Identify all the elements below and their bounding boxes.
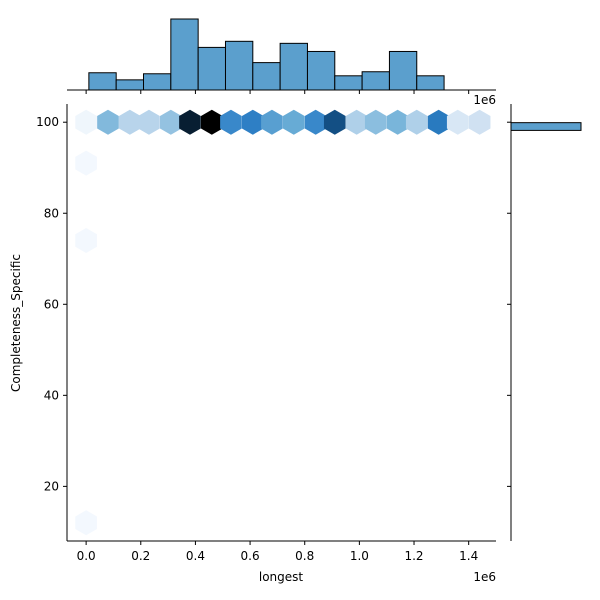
x-hist-bar-3 (170, 18, 199, 91)
x-hist-bar-8 (306, 50, 336, 91)
y-tick-label-4: 100 (36, 115, 59, 129)
y-axis-label: Completeness_Specific (9, 254, 23, 392)
main-axes (66, 89, 512, 542)
hex-cell-17 (427, 109, 450, 135)
hex-cell-16 (405, 109, 428, 135)
hex-cell-0 (75, 109, 97, 135)
x-tick-label-0: 0.0 (77, 549, 96, 563)
hex-cell-12 (323, 109, 346, 135)
x-hist-bar-9 (334, 75, 363, 91)
hex-cell-22 (75, 510, 97, 536)
hex-cell-18 (446, 109, 469, 135)
x-tick-label-5: 1.0 (350, 549, 369, 563)
x-hist-bar-12 (416, 75, 445, 91)
x-tick-label-4: 0.8 (295, 549, 314, 563)
x-tick-label-6: 1.2 (404, 549, 423, 563)
hex-cell-14 (364, 109, 387, 135)
y-marginal-histogram (510, 122, 582, 131)
hex-cell-3 (138, 109, 160, 135)
x-ticks: 0.0 0.2 0.4 0.6 0.8 1.0 1.2 1.4 (77, 90, 478, 563)
hex-cell-2 (119, 109, 141, 135)
x-marginal-histogram (88, 18, 445, 91)
x-tick-label-1: 0.2 (131, 549, 150, 563)
hex-cell-11 (304, 109, 327, 135)
hex-cell-10 (282, 109, 305, 135)
hex-cell-5 (179, 109, 201, 135)
x-hist-bar-6 (252, 62, 281, 91)
y-ticks: 20 40 60 80 100 (36, 115, 511, 493)
hex-cell-19 (468, 109, 491, 135)
x-hist-bar-4 (197, 46, 226, 91)
x-tick-label-7: 1.4 (459, 549, 478, 563)
x-tick-label-3: 0.6 (241, 549, 260, 563)
hex-cell-1 (97, 109, 119, 135)
x-tick-label-2: 0.4 (186, 549, 205, 563)
hex-cell-7 (220, 109, 242, 135)
hexbin-plot (75, 109, 491, 536)
hex-cell-4 (160, 109, 182, 135)
x-hist-bar-7 (279, 42, 308, 91)
y-hist-bar-0 (510, 122, 582, 131)
x-hist-bar-2 (143, 73, 172, 91)
y-tick-label-1: 40 (44, 388, 59, 402)
x-offset-label-top: 1e6 (473, 93, 496, 107)
hex-cell-21 (75, 228, 97, 254)
x-hist-bar-0 (88, 72, 117, 91)
y-tick-label-2: 60 (44, 297, 59, 311)
hex-cell-9 (261, 109, 283, 135)
x-hist-bar-11 (388, 50, 418, 91)
x-hist-bar-10 (361, 71, 390, 91)
hex-cell-20 (75, 150, 97, 176)
y-tick-label-3: 80 (44, 206, 59, 220)
x-hist-bar-5 (224, 40, 254, 91)
x-hist-bar-1 (115, 79, 145, 91)
hex-cell-8 (241, 109, 264, 135)
hex-cell-6 (201, 109, 223, 135)
x-offset-label-bottom: 1e6 (473, 570, 496, 584)
y-tick-label-0: 20 (44, 479, 59, 493)
hex-cell-13 (345, 109, 368, 135)
x-axis-label: longest (259, 570, 304, 584)
hex-cell-15 (386, 109, 409, 135)
